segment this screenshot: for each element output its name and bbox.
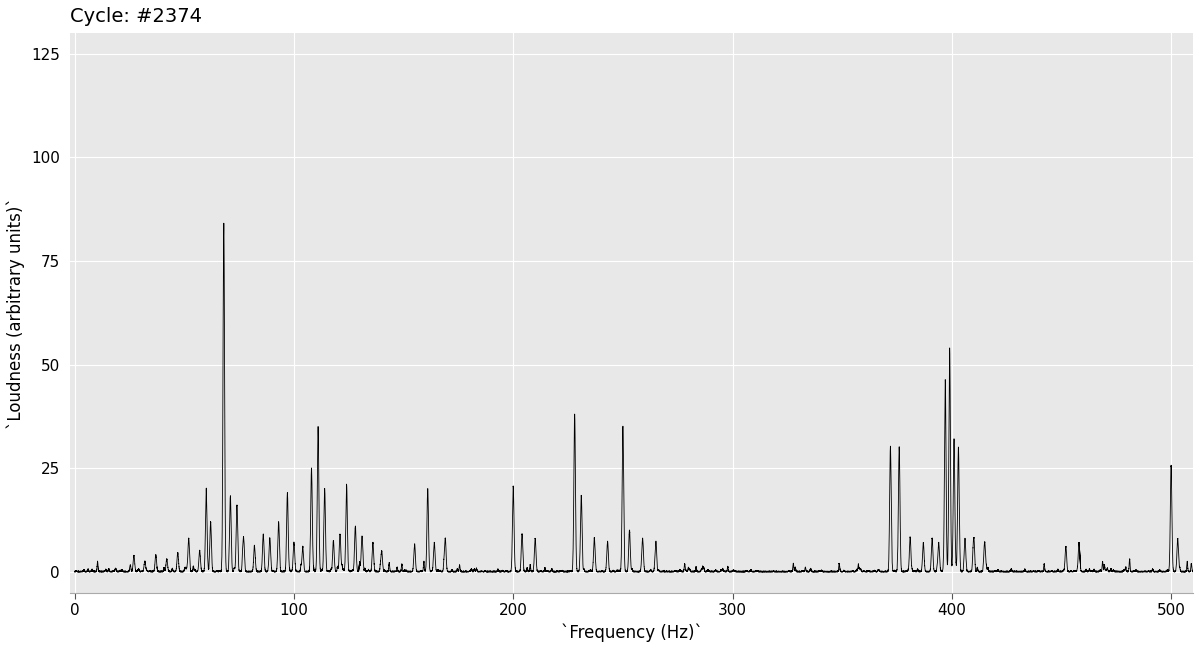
Text: Cycle: #2374: Cycle: #2374 xyxy=(71,7,203,26)
Y-axis label: `Loudness (arbitrary units)`: `Loudness (arbitrary units)` xyxy=(7,197,25,429)
X-axis label: `Frequency (Hz)`: `Frequency (Hz)` xyxy=(560,624,703,642)
